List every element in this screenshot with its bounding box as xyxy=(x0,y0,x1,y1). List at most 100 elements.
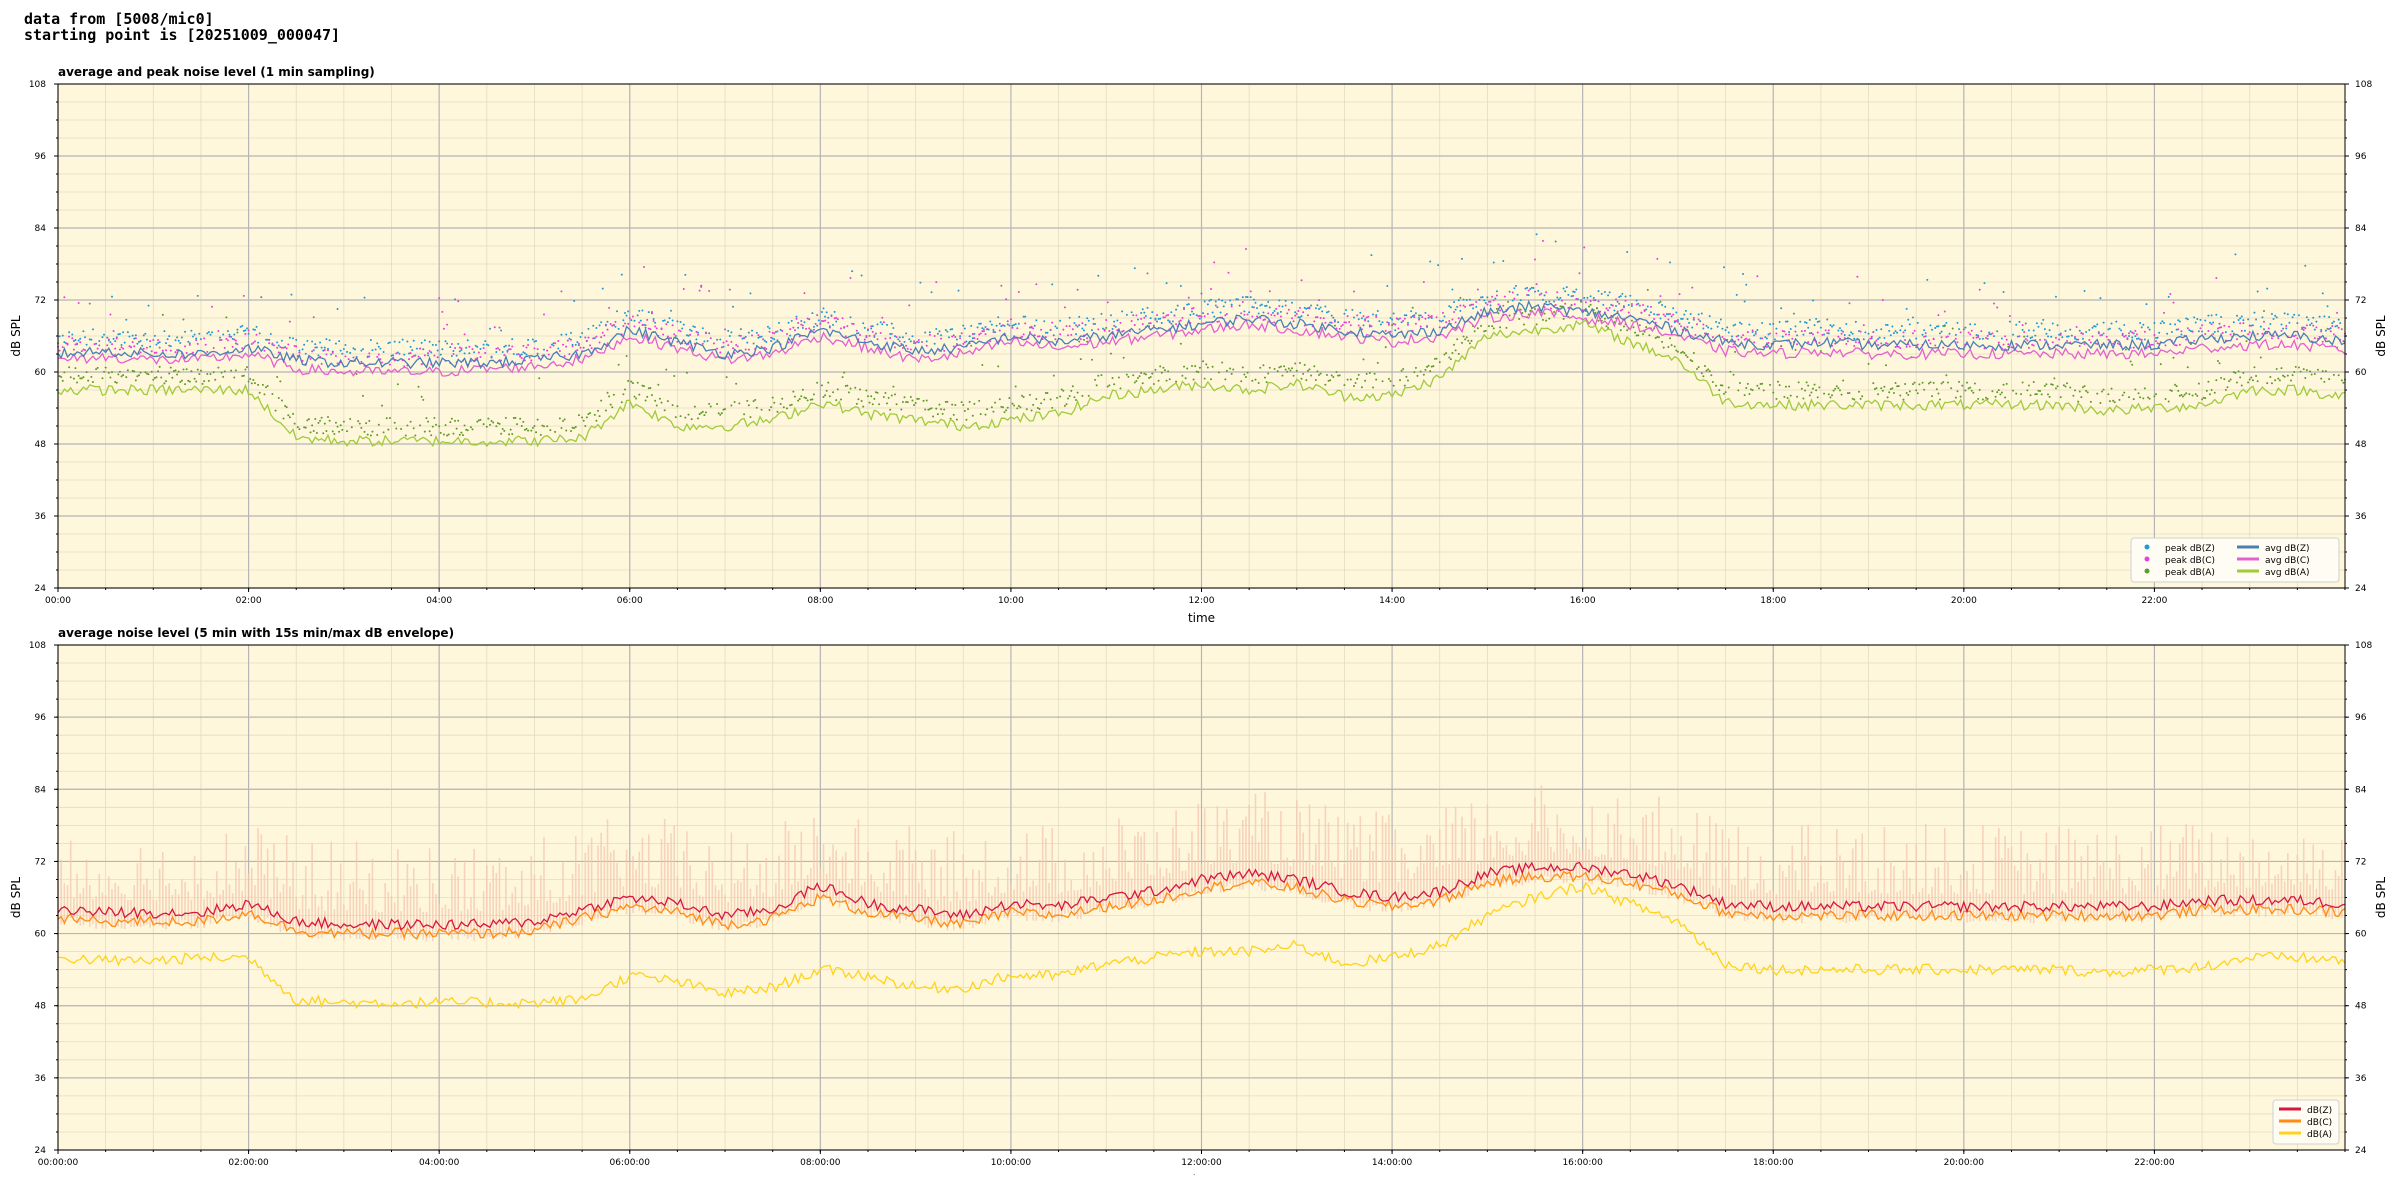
peak-point xyxy=(731,305,734,308)
peak-point xyxy=(924,408,927,411)
peak-point xyxy=(1794,325,1797,328)
peak-point xyxy=(1472,307,1475,310)
peak-point xyxy=(824,319,827,322)
peak-point xyxy=(960,332,963,335)
peak-point xyxy=(312,429,315,432)
peak-point xyxy=(1808,394,1811,397)
peak-point xyxy=(957,348,960,351)
peak-point xyxy=(936,332,939,335)
peak-point xyxy=(2156,336,2159,339)
peak-point xyxy=(1457,352,1460,355)
peak-point xyxy=(1823,333,1826,336)
peak-point xyxy=(1352,316,1355,319)
peak-point xyxy=(484,340,487,343)
peak-point xyxy=(2018,335,2021,338)
peak-point xyxy=(2174,383,2177,386)
peak-point xyxy=(844,384,847,387)
peak-point xyxy=(1788,333,1791,336)
peak-point xyxy=(2124,334,2127,337)
peak-point xyxy=(1973,323,1976,326)
peak-point xyxy=(855,332,858,335)
peak-point xyxy=(1829,324,1832,327)
peak-point xyxy=(1711,381,1714,384)
peak-point xyxy=(2099,297,2102,300)
peak-point xyxy=(2210,323,2213,326)
peak-point xyxy=(1189,313,1192,316)
peak-point xyxy=(1756,275,1759,278)
peak-point xyxy=(1152,383,1155,386)
peak-point xyxy=(2123,323,2126,326)
peak-point xyxy=(325,353,328,356)
peak-point xyxy=(1991,390,1994,393)
peak-point xyxy=(346,350,349,353)
peak-point xyxy=(2237,318,2240,321)
peak-point xyxy=(1109,314,1112,317)
peak-point xyxy=(122,374,125,377)
peak-point xyxy=(287,414,290,417)
peak-point xyxy=(2023,335,2026,338)
peak-point xyxy=(774,330,777,333)
peak-point xyxy=(2174,344,2177,347)
peak-point xyxy=(1268,306,1271,309)
peak-point xyxy=(2247,381,2250,384)
peak-point xyxy=(206,350,209,353)
peak-point xyxy=(2120,329,2123,332)
peak-point xyxy=(1810,391,1813,394)
peak-point xyxy=(928,333,931,336)
peak-point xyxy=(1818,386,1821,389)
peak-point xyxy=(527,343,530,346)
peak-point xyxy=(1813,324,1816,327)
series-line-2 xyxy=(57,319,2346,448)
peak-point xyxy=(2150,343,2153,346)
peak-point xyxy=(1750,388,1753,391)
peak-point xyxy=(166,338,169,341)
peak-point xyxy=(1816,396,1819,399)
peak-point xyxy=(779,402,782,405)
peak-point xyxy=(1453,343,1456,346)
peak-point xyxy=(72,348,75,351)
peak-point xyxy=(184,345,187,348)
peak-point xyxy=(2212,332,2215,335)
peak-point xyxy=(427,420,430,423)
peak-point xyxy=(1859,397,1862,400)
peak-point xyxy=(2329,330,2332,333)
peak-point xyxy=(1389,330,1392,333)
peak-point xyxy=(1340,325,1343,328)
peak-point xyxy=(973,402,976,405)
peak-point xyxy=(1832,389,1835,392)
peak-point xyxy=(488,423,491,426)
peak-point xyxy=(671,324,674,327)
peak-point xyxy=(2201,398,2204,401)
peak-point xyxy=(2135,337,2138,340)
peak-point xyxy=(487,344,490,347)
peak-point xyxy=(906,401,909,404)
peak-point xyxy=(633,319,636,322)
peak-point xyxy=(609,322,612,325)
peak-point xyxy=(768,330,771,333)
peak-point xyxy=(631,315,634,318)
peak-point xyxy=(212,371,215,374)
peak-point xyxy=(1013,404,1016,407)
peak-point xyxy=(2147,396,2150,399)
peak-point xyxy=(739,328,742,331)
peak-point xyxy=(1357,373,1360,376)
peak-point xyxy=(1316,304,1319,307)
peak-point xyxy=(1067,334,1070,337)
peak-point xyxy=(1116,329,1119,332)
peak-point xyxy=(1081,394,1084,397)
peak-point xyxy=(1453,301,1456,304)
peak-point xyxy=(1541,298,1544,301)
peak-point xyxy=(293,345,296,348)
peak-point xyxy=(314,346,317,349)
peak-point xyxy=(1241,296,1244,299)
peak-point xyxy=(461,434,464,437)
peak-point xyxy=(412,355,415,358)
peak-point xyxy=(1732,324,1735,327)
peak-point xyxy=(1246,313,1249,316)
peak-point xyxy=(2115,320,2118,323)
y-tick-label-right: 48 xyxy=(2355,440,2367,450)
peak-point xyxy=(1006,406,1009,409)
peak-point xyxy=(511,338,514,341)
